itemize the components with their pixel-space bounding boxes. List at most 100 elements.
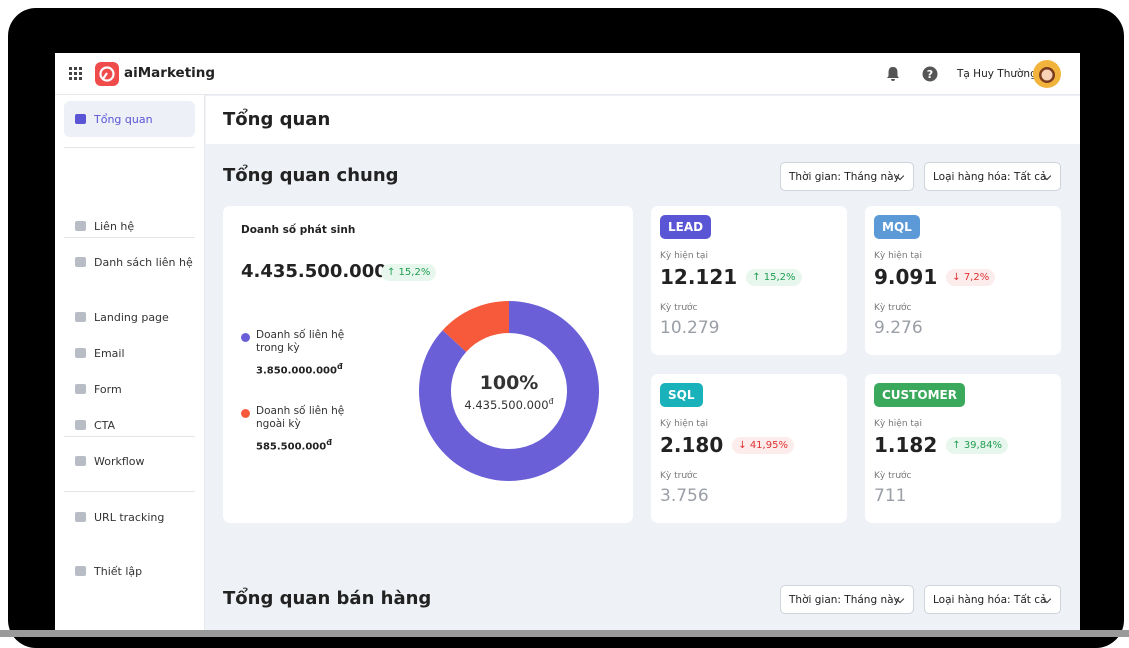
total-value: 4.435.500.000 <box>241 261 387 282</box>
divider <box>64 491 195 492</box>
nav-item[interactable]: Email <box>64 335 195 371</box>
legend-dot <box>241 333 250 342</box>
revenue-total: 4.435.500.000đ <box>241 261 393 282</box>
currency: đ <box>336 362 343 371</box>
change: ↓ 41,95% <box>732 437 794 454</box>
nav-icon <box>75 312 86 322</box>
previous-label: Kỳ trước <box>660 471 698 481</box>
metric-tag: CUSTOMER <box>874 383 965 407</box>
apps-icon[interactable] <box>69 67 83 81</box>
nav-icon <box>75 348 86 358</box>
metric-tag: LEAD <box>660 215 712 239</box>
top-bar: aiMarketing ? Tạ Huy Thường <box>55 53 1080 95</box>
help-icon[interactable]: ? <box>922 66 938 82</box>
nav-item[interactable]: URL tracking <box>64 499 195 535</box>
nav-icon <box>75 456 86 466</box>
metric-card: SQL Kỳ hiện tại 2.180 ↓ 41,95% Kỳ trước 3.756 <box>651 374 847 523</box>
title-bar: Tổng quan <box>206 96 1080 144</box>
divider <box>64 147 195 148</box>
user-name: Tạ Huy Thường <box>957 68 1037 80</box>
nav-icon <box>75 384 86 394</box>
section-title: Tổng quan bán hàng <box>223 588 432 609</box>
previous-value: 711 <box>874 486 907 506</box>
previous-value: 3.756 <box>660 486 709 506</box>
nav-item[interactable]: Danh sách liên hệ <box>64 244 195 280</box>
change: ↑ 39,84% <box>946 437 1008 454</box>
current-label: Kỳ hiện tại <box>660 419 708 429</box>
nav-item[interactable]: Liên hệ <box>64 208 195 244</box>
notifications-icon[interactable] <box>886 66 900 82</box>
change: ↑ 15,2% <box>746 269 802 286</box>
current-label: Kỳ hiện tại <box>660 251 708 261</box>
donut-chart <box>419 301 599 481</box>
current-label: Kỳ hiện tại <box>874 419 922 429</box>
nav-label: Liên hệ <box>94 219 135 233</box>
section-title: Tổng quan chung <box>223 165 399 186</box>
nav-icon <box>75 221 86 231</box>
brand: aiMarketing <box>124 65 216 81</box>
avatar[interactable] <box>1033 60 1061 88</box>
revenue-change: ↑ 15,2% <box>381 264 437 281</box>
filter-dropdown[interactable]: Thời gian: Tháng này <box>780 162 914 191</box>
current-value: 2.180 <box>660 433 724 457</box>
nav-label: Email <box>94 346 125 360</box>
nav-label: Thiết lập <box>94 564 143 578</box>
nav-icon <box>75 114 86 124</box>
current-value: 9.091 <box>874 265 938 289</box>
current-value: 1.182 <box>874 433 938 457</box>
donut-center-label: 100% <box>479 372 539 394</box>
nav-label: Danh sách liên hệ <box>94 255 193 269</box>
change: ↓ 7,2% <box>946 269 996 286</box>
nav-label: Tổng quan <box>94 112 153 126</box>
currency: đ <box>548 397 554 406</box>
nav-label: CTA <box>94 418 116 432</box>
nav-icon <box>75 512 86 522</box>
filter-dropdown[interactable]: Thời gian: Tháng này <box>780 585 914 614</box>
nav-icon <box>75 566 86 576</box>
nav-label: URL tracking <box>94 510 165 524</box>
previous-value: 10.279 <box>660 318 720 338</box>
previous-value: 9.276 <box>874 318 923 338</box>
donut-center-value: 4.435.500.000đ <box>409 397 609 412</box>
legend-label: Doanh số liên hệ trong kỳ <box>256 329 345 354</box>
logo <box>95 62 119 86</box>
svg-text:?: ? <box>927 68 933 81</box>
filter-dropdown[interactable]: Loại hàng hóa: Tất cả <box>924 162 1061 191</box>
nav-item[interactable]: Workflow <box>64 443 195 479</box>
legend-value: 585.500.000đ <box>256 438 332 452</box>
nav-icon <box>75 420 86 430</box>
nav-label: Workflow <box>94 454 145 468</box>
legend-value: 3.850.000.000đ <box>256 362 343 376</box>
nav-item[interactable]: Thiết lập <box>64 553 195 589</box>
nav-item[interactable]: Form <box>64 371 195 407</box>
metric-card: CUSTOMER Kỳ hiện tại 1.182 ↑ 39,84% Kỳ trước… <box>865 374 1061 523</box>
sidebar: Tổng quan Liên hệ Danh sách liên hệ Landing… <box>55 95 205 630</box>
page-title: Tổng quan <box>223 109 331 130</box>
nav-label: Landing page <box>94 310 169 324</box>
center-total: 4.435.500.000 <box>464 397 549 412</box>
current-value: 12.121 <box>660 265 738 289</box>
previous-label: Kỳ trước <box>874 303 912 313</box>
donut-segment <box>419 301 599 481</box>
nav-item[interactable]: CTA <box>64 407 195 443</box>
nav-item[interactable]: Tổng quan <box>64 101 195 137</box>
previous-label: Kỳ trước <box>874 471 912 481</box>
current-label: Kỳ hiện tại <box>874 251 922 261</box>
card-title: Doanh số phát sinh <box>241 224 356 236</box>
divider <box>64 436 195 437</box>
metric-tag: MQL <box>874 215 920 239</box>
donut-segment <box>442 301 509 352</box>
nav-item[interactable]: Landing page <box>64 299 195 335</box>
app-screen: aiMarketing ? Tạ Huy Thường Tổng quan Liê… <box>55 53 1080 630</box>
metric-tag: SQL <box>660 383 703 407</box>
currency: đ <box>326 438 332 447</box>
nav-label: Form <box>94 382 122 396</box>
divider <box>64 237 195 238</box>
previous-label: Kỳ trước <box>660 303 698 313</box>
filter-dropdown[interactable]: Loại hàng hóa: Tất cả <box>924 585 1061 614</box>
value-label: 585.500.000 <box>256 441 327 453</box>
nav-icon <box>75 257 86 267</box>
legend-label: Doanh số liên hệ ngoài kỳ <box>256 405 345 430</box>
